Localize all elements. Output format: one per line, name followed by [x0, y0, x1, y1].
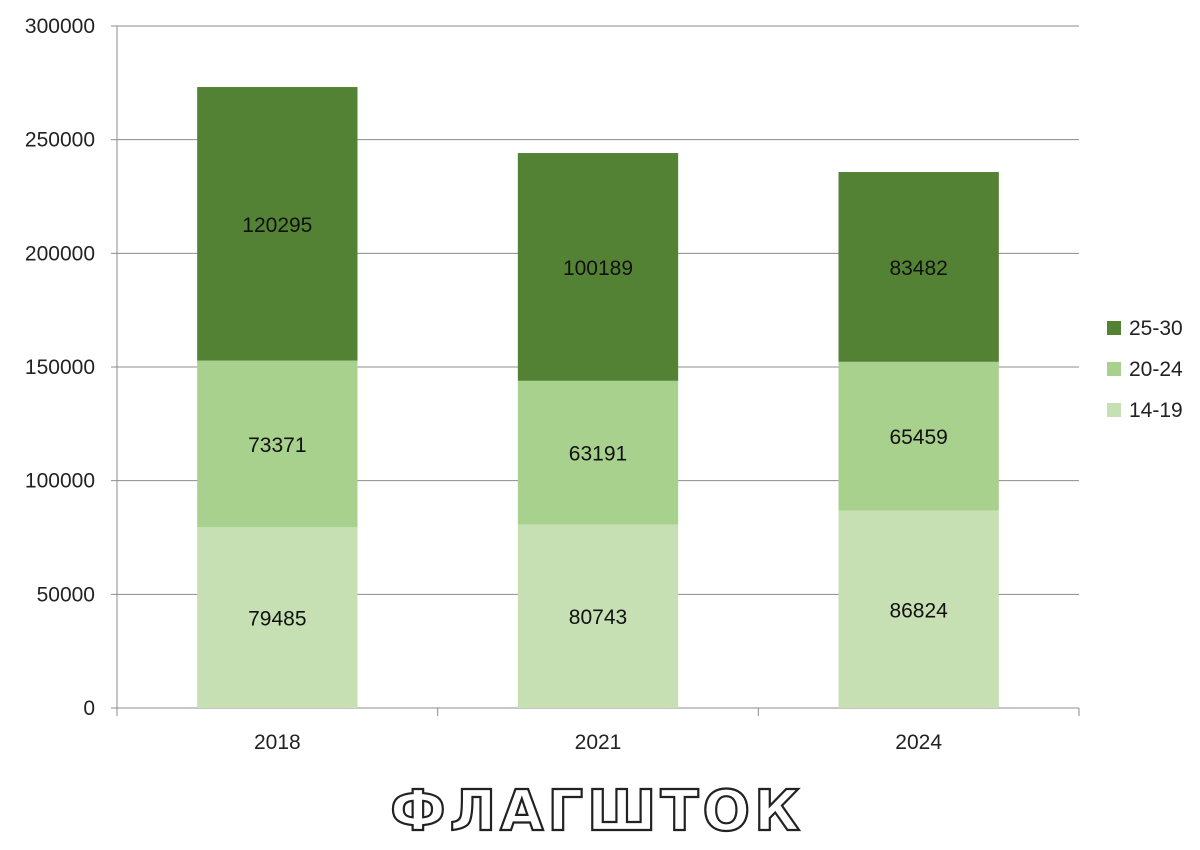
bar-segment-25-30-2024: [838, 172, 999, 362]
bar-segment-14-19-2024: [838, 510, 999, 708]
bar-segment-20-24-2021: [517, 380, 679, 525]
data-label: 80743: [569, 606, 627, 629]
bar-segment-25-30-2021: [517, 153, 679, 381]
y-tick-label: 150000: [25, 356, 95, 379]
data-label: 79485: [248, 608, 306, 631]
data-label: 100189: [563, 257, 633, 280]
data-label: 83482: [889, 257, 947, 280]
x-tick-label: 2018: [254, 731, 301, 754]
data-label: 65459: [889, 426, 947, 449]
bar-segment-25-30-2018: [197, 87, 358, 361]
data-label: 73371: [248, 434, 306, 457]
legend-swatch: [1107, 321, 1121, 335]
data-label: 86824: [889, 599, 948, 622]
x-tick-label: 2021: [575, 731, 622, 754]
data-label: 63191: [569, 443, 627, 466]
legend-swatch: [1107, 403, 1121, 417]
bars: 79485 73371 120295 80743 63191 100189 86824 654…: [197, 87, 999, 708]
legend-label: 20-24: [1129, 358, 1183, 381]
y-tick-label: 250000: [25, 129, 95, 152]
legend-swatch: [1107, 362, 1121, 376]
bar-segment-14-19-2018: [197, 527, 358, 708]
bar-segment-14-19-2021: [517, 524, 679, 708]
legend-label: 25-30: [1129, 317, 1183, 340]
y-tick-label: 200000: [25, 242, 95, 265]
y-tick-label: 50000: [37, 583, 95, 606]
x-tick-label: 2024: [895, 731, 942, 754]
y-tick-label: 300000: [25, 15, 95, 38]
bar-segment-20-24-2018: [197, 360, 358, 528]
legend: 25-30 20-24 14-19: [1107, 317, 1183, 422]
watermark-logo: ФЛАГШТОК: [390, 779, 804, 844]
legend-label: 14-19: [1129, 399, 1183, 422]
y-tick-label: 100000: [25, 470, 95, 493]
bar-segment-20-24-2024: [838, 361, 999, 511]
y-axis: 0 50000 100000 150000 200000 250000 300000: [25, 15, 118, 720]
y-tick-label: 0: [83, 697, 95, 720]
x-axis: 2018 2021 2024: [116, 707, 1080, 754]
data-label: 120295: [242, 214, 312, 237]
